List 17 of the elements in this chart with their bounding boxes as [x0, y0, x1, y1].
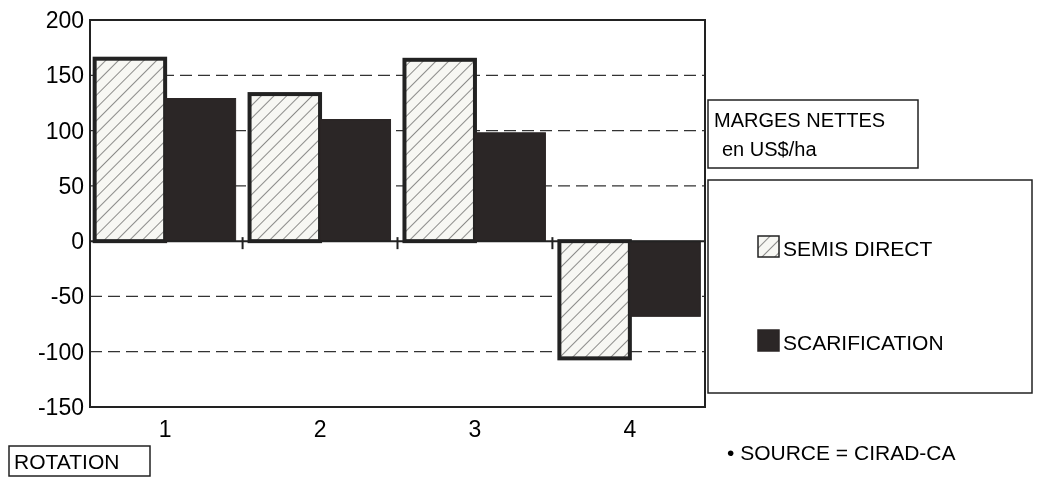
- y-tick-label: -150: [37, 394, 84, 420]
- x-tick-label: 2: [313, 416, 327, 442]
- y-tick-label: 0: [71, 228, 84, 255]
- y-tick-label: 100: [45, 117, 84, 144]
- legend-label: SEMIS DIRECT: [783, 237, 933, 260]
- legend-label: SCARIFICATION: [783, 331, 944, 354]
- y-tick-label: 50: [58, 172, 84, 199]
- x-tick-label: 1: [158, 416, 172, 442]
- x-tick-label: 3: [468, 416, 482, 442]
- text: MARGES NETTES en US$/ha: [714, 109, 886, 160]
- x-tick-label: 4: [623, 416, 637, 442]
- y-tick-label: 200: [45, 7, 84, 33]
- y-tick-label: 150: [45, 62, 84, 89]
- x-axis-title: ROTATION: [14, 450, 120, 473]
- text: • SOURCE = CIRAD-CA: [727, 441, 956, 464]
- y-tick-label: -100: [37, 338, 84, 365]
- y-tick-label: -50: [50, 283, 84, 310]
